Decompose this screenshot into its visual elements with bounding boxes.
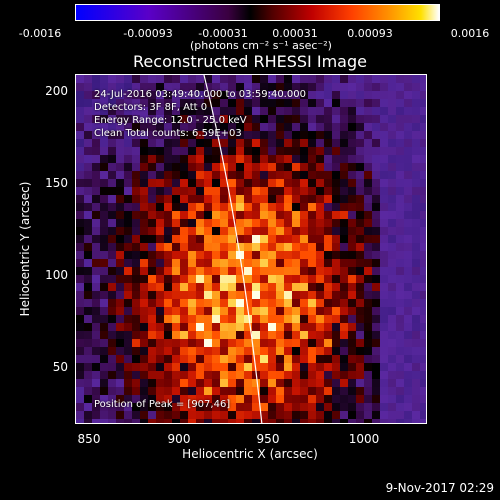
colorbar-tick: -0.00031 xyxy=(198,27,248,40)
colorbar-tick: -0.00093 xyxy=(123,27,173,40)
x-tick-label: 900 xyxy=(167,432,191,446)
y-tick-label: 200 xyxy=(45,84,68,98)
y-tick-label: 100 xyxy=(45,268,68,282)
colorbar xyxy=(75,4,440,21)
annotation-energy: Energy Range: 12.0 - 25.0 keV xyxy=(94,115,247,126)
colorbar-tick: -0.0016 xyxy=(18,27,62,40)
y-tick-label: 50 xyxy=(52,360,68,374)
x-tick-label: 950 xyxy=(256,432,280,446)
reconstructed-image xyxy=(76,75,426,423)
timestamp-footer: 9-Nov-2017 02:29 xyxy=(385,481,494,495)
x-axis-label: Heliocentric X (arcsec) xyxy=(182,447,318,461)
image-pixels xyxy=(76,75,426,423)
image-title: Reconstructed RHESSI Image xyxy=(133,52,367,71)
colorbar-units: (photons cm⁻² s⁻¹ asec⁻²) xyxy=(190,39,332,52)
image-plot: 24-Jul-2016 03:49:40.000 to 03:59:40.000… xyxy=(75,74,427,424)
annotation-time: 24-Jul-2016 03:49:40.000 to 03:59:40.000 xyxy=(94,89,306,100)
y-axis-label: Heliocentric Y (arcsec) xyxy=(18,181,32,317)
annotation-peak: Position of Peak = [907,46] xyxy=(94,399,231,410)
colorbar-tick: 0.00093 xyxy=(347,27,393,40)
colorbar-tick: 0.0016 xyxy=(450,27,490,40)
x-tick-label: 850 xyxy=(77,432,101,446)
x-tick-label: 1000 xyxy=(348,432,380,446)
y-tick-label: 150 xyxy=(45,176,68,190)
colorbar-tick: 0.00031 xyxy=(272,27,318,40)
annotation-detectors: Detectors: 3F 8F, Att 0 xyxy=(94,102,208,113)
solar-limb-line xyxy=(203,75,263,423)
annotation-clean: Clean Total counts: 6.59E+03 xyxy=(94,128,242,139)
